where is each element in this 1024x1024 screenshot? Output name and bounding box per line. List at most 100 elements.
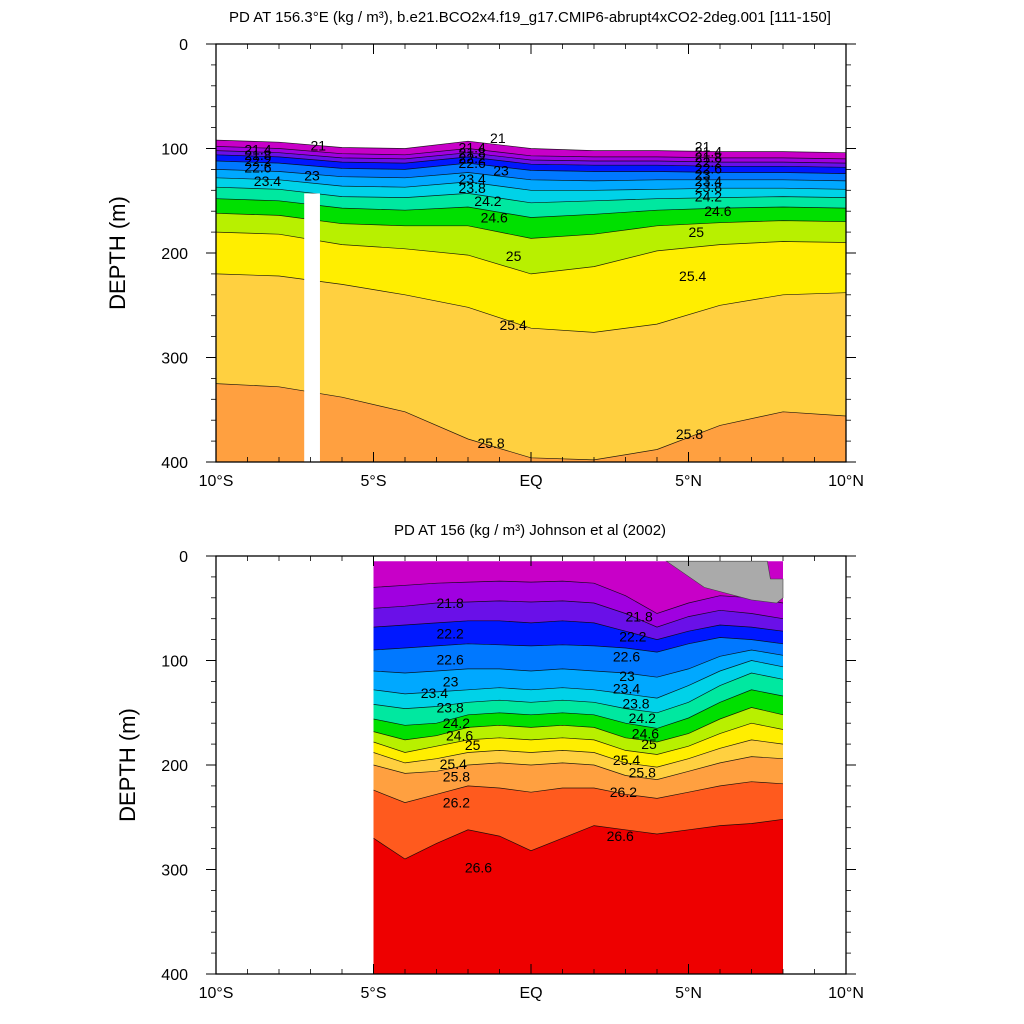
contour-label: 23.4 xyxy=(459,171,486,187)
contour-line xyxy=(216,154,846,168)
density-band xyxy=(216,150,846,168)
contour-line xyxy=(216,177,846,191)
density-band xyxy=(373,581,783,628)
observation-contour-lines xyxy=(373,580,784,860)
y-tick-label: 400 xyxy=(161,455,188,472)
contour-label: 26.2 xyxy=(443,795,470,811)
contour-label: 22.2 xyxy=(437,625,464,641)
contour-label: 22.2 xyxy=(244,153,271,169)
contour-line xyxy=(373,649,784,678)
contour-label: 26.6 xyxy=(607,828,634,844)
contour-label: 24.6 xyxy=(632,726,659,742)
contour-label: 26.6 xyxy=(465,859,492,875)
contour-label: 26.2 xyxy=(610,784,637,800)
contour-label: 22.6 xyxy=(459,155,486,171)
contour-label: 22.6 xyxy=(244,159,271,175)
x-tick-label: 10°S xyxy=(199,985,234,1002)
contour-line xyxy=(373,580,784,614)
density-band xyxy=(216,198,846,239)
contour-label: 22.2 xyxy=(459,150,486,166)
y-tick-label: 0 xyxy=(179,549,188,566)
density-band xyxy=(216,383,846,462)
contour-label: 24.2 xyxy=(629,710,656,726)
y-tick-label: 200 xyxy=(161,758,188,775)
contour-label: 25 xyxy=(641,736,657,752)
contour-line xyxy=(216,160,846,174)
contour-line xyxy=(373,620,784,640)
contour-line xyxy=(373,722,784,755)
x-tick-label: 5°N xyxy=(675,473,702,490)
contour-label: 21.8 xyxy=(244,147,271,163)
contour-line xyxy=(373,600,784,628)
observation-contour-labels: 21.822.222.62323.423.824.224.62525.425.8… xyxy=(421,595,660,875)
density-band xyxy=(216,232,846,333)
contour-line xyxy=(216,146,846,160)
contour-label: 23.4 xyxy=(613,681,640,697)
contour-label: 24.2 xyxy=(443,715,470,731)
contour-label: 21.8 xyxy=(459,145,486,161)
contour-line xyxy=(373,689,784,729)
model-panel-title: PD AT 156.3°E (kg / m³), b.e21.BCO2x4.f1… xyxy=(229,9,831,26)
contour-label: 25 xyxy=(465,737,481,753)
contour-label: 21 xyxy=(695,138,711,154)
density-band xyxy=(373,650,783,699)
contour-label: 22.2 xyxy=(619,628,646,644)
contour-label: 21.4 xyxy=(695,144,722,160)
contour-label: 24.2 xyxy=(695,189,722,205)
contour-label: 21 xyxy=(490,130,506,146)
observation-density-fills xyxy=(373,561,783,974)
contour-label: 22.6 xyxy=(695,160,722,176)
contour-label: 24.6 xyxy=(704,203,731,219)
density-band xyxy=(373,620,783,653)
contour-line xyxy=(216,273,846,333)
contour-label: 23.4 xyxy=(254,173,281,189)
density-band xyxy=(373,660,783,713)
contour-label: 25.8 xyxy=(676,426,703,442)
contour-label: 25.4 xyxy=(679,268,706,284)
contour-label: 24.6 xyxy=(481,209,508,225)
contour-line xyxy=(216,231,846,275)
density-band xyxy=(373,600,783,640)
contour-line xyxy=(373,739,784,768)
contour-label: 25.8 xyxy=(477,435,504,451)
contour-label: 25.4 xyxy=(500,317,527,333)
contour-line xyxy=(216,212,846,239)
y-tick-label: 300 xyxy=(161,351,188,368)
x-tick-label: 10°S xyxy=(199,473,234,490)
observation-panel: PD AT 156 (kg / m³) Johnson et al (2002)… xyxy=(115,522,864,1002)
contour-label: 25 xyxy=(506,248,522,264)
x-tick-label: 5°S xyxy=(361,473,387,490)
density-band xyxy=(216,213,846,274)
contour-label: 21.8 xyxy=(437,595,464,611)
contour-label: 21.8 xyxy=(626,609,653,625)
density-band xyxy=(373,689,783,742)
contour-label: 23.4 xyxy=(421,685,448,701)
contour-label: 24.6 xyxy=(446,728,473,744)
contour-label: 25.8 xyxy=(443,768,470,784)
y-tick-label: 300 xyxy=(161,863,188,880)
contour-label: 22.6 xyxy=(437,651,464,667)
contour-label: 23 xyxy=(304,168,320,184)
y-tick-label: 400 xyxy=(161,967,188,984)
model-panel: PD AT 156.3°E (kg / m³), b.e21.BCO2x4.f1… xyxy=(105,9,864,490)
y-tick-label: 100 xyxy=(161,142,188,159)
contour-line xyxy=(216,139,846,154)
observation-panel-ylabel: DEPTH (m) xyxy=(115,708,140,822)
observation-axes: 10°S 5°S EQ 5°N 10°N 0 100 200 300 400 xyxy=(161,549,864,1002)
density-band xyxy=(373,756,783,803)
contour-label: 25.8 xyxy=(629,764,656,780)
density-band xyxy=(373,723,783,768)
contour-label: 25.4 xyxy=(613,752,640,768)
x-tick-label: 5°S xyxy=(361,985,387,1002)
contour-label: 23.8 xyxy=(459,180,486,196)
contour-label: 23.8 xyxy=(695,179,722,195)
contour-label: 23 xyxy=(443,673,459,689)
y-tick-label: 200 xyxy=(161,246,188,263)
density-band xyxy=(373,781,783,859)
missing-data-column xyxy=(304,193,320,462)
model-contour-labels: 2121.421.822.222.62323.42121.421.822.222… xyxy=(244,130,731,451)
contour-line xyxy=(373,660,784,699)
contour-label: 21.4 xyxy=(459,139,486,155)
contour-label: 23.8 xyxy=(622,695,649,711)
